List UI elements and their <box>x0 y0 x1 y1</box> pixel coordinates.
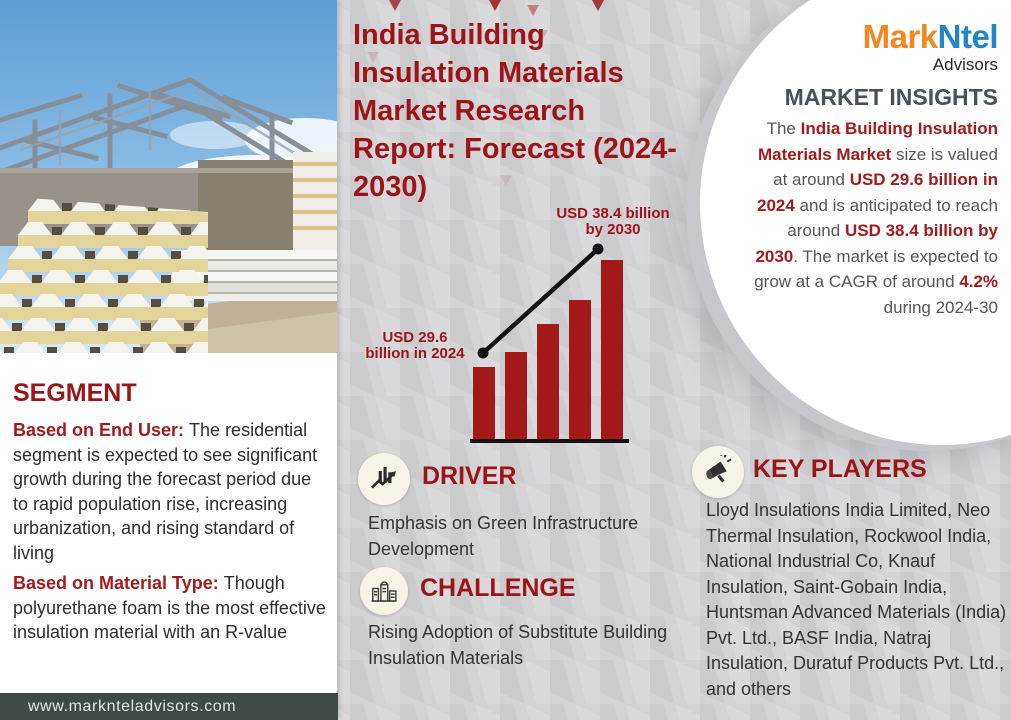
chart-bar <box>569 300 591 441</box>
red-triangle-deco <box>527 5 539 16</box>
chart-trend-line <box>477 243 604 359</box>
key-players-heading: KEY PLAYERS <box>753 455 927 483</box>
challenge-heading: CHALLENGE <box>420 574 576 602</box>
logo-mark: Mark <box>862 18 939 55</box>
growth-chart-icon <box>358 453 410 505</box>
logo-advisors: Advisors <box>932 55 998 74</box>
segment-heading: SEGMENT <box>13 379 137 407</box>
segment-section: SEGMENT Based on End User: The residenti… <box>13 379 331 651</box>
megaphone-icon <box>692 446 744 498</box>
chart-annotation-2030: USD 38.4 billion by 2030 <box>556 205 670 238</box>
left-column: SEGMENT Based on End User: The residenti… <box>0 0 338 720</box>
brand-logo: MarkNtel Advisors <box>862 18 999 74</box>
driver-text: Emphasis on Green Infrastructure Develop… <box>368 513 639 559</box>
segment-paragraph-end-user: Based on End User: The residential segme… <box>13 420 318 563</box>
chart-annotation-2024: USD 29.6 billion in 2024 <box>365 329 465 362</box>
red-triangle-deco <box>489 0 501 11</box>
chart-bar <box>601 260 623 441</box>
chart-bar <box>537 324 559 441</box>
market-insights-heading: MARKET INSIGHTS <box>784 84 998 110</box>
page-title: India Building Insulation Materials Mark… <box>353 19 677 203</box>
red-triangle-deco <box>367 52 379 63</box>
challenge-text: Rising Adoption of Substitute Building I… <box>368 622 668 668</box>
chart-bar <box>473 367 495 441</box>
logo-ntel: Ntel <box>937 18 999 55</box>
red-triangle-deco <box>592 0 604 11</box>
chart-bar <box>505 352 527 441</box>
website-bar: www.marknteladvisors.com <box>0 693 338 720</box>
key-players-text: Lloyd Insulations India Limited, Neo The… <box>706 500 1007 699</box>
construction-photo <box>0 0 337 353</box>
forecast-chart <box>473 259 623 441</box>
segment-paragraph-material-type: Based on Material Type: Though polyureth… <box>13 573 326 642</box>
red-triangle-deco <box>536 30 548 41</box>
chart-baseline <box>470 439 629 443</box>
market-insights-paragraph: The India Building Insulation Materials … <box>754 119 998 317</box>
buildings-icon <box>360 567 408 615</box>
red-triangle-deco <box>500 175 512 186</box>
red-triangle-deco <box>389 0 401 11</box>
website-url[interactable]: www.marknteladvisors.com <box>28 697 237 715</box>
driver-heading: DRIVER <box>422 462 517 490</box>
